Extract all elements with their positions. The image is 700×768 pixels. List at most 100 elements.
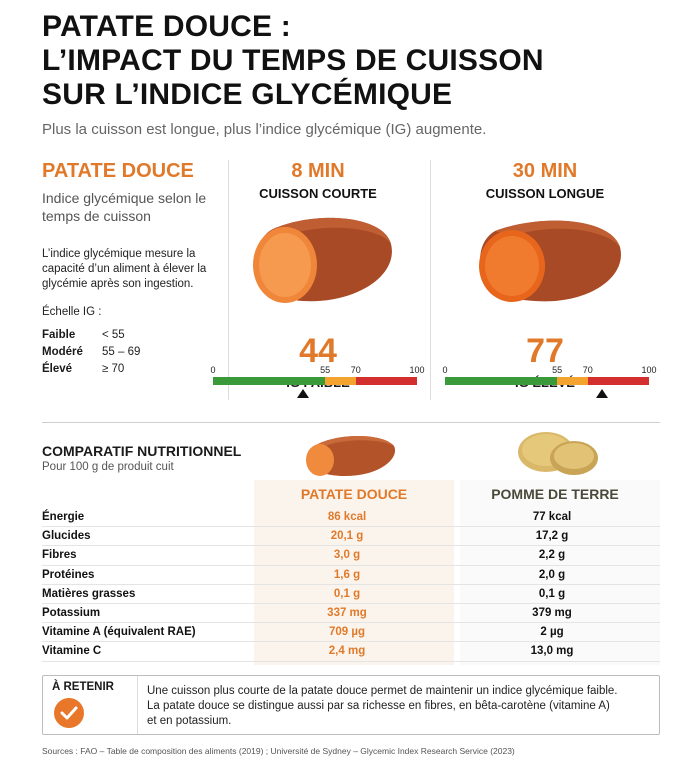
page-subtitle: Plus la cuisson est longue, plus l’indic… bbox=[42, 121, 487, 138]
column-sweet-potato: PATATE DOUCE bbox=[300, 486, 408, 502]
scale-label: Élevé bbox=[42, 363, 73, 375]
table-row: Vitamine A (équivalent RAE) 709 µg 2 µg bbox=[42, 623, 660, 643]
table-row: Potassium 337 mg 379 mg bbox=[42, 604, 660, 624]
gauge-high-segment bbox=[587, 377, 649, 385]
scale-row-mid: Modéré 55 – 69 bbox=[42, 345, 212, 360]
nutrient-name: Glucides bbox=[42, 530, 91, 543]
nutrition-table: Énergie 86 kcal 77 kcal Glucides 20,1 g 17,2… bbox=[42, 508, 660, 662]
potato-image bbox=[518, 432, 598, 475]
sweet-potato-image bbox=[306, 435, 396, 476]
scale-value: ≥ 70 bbox=[102, 363, 125, 375]
column-background bbox=[254, 480, 454, 665]
nutrient-name: Potassium bbox=[42, 606, 101, 619]
long-ig-value: 77 bbox=[526, 332, 564, 370]
sweet-potato-short-image bbox=[253, 217, 392, 303]
gauge-low-segment bbox=[213, 377, 326, 385]
takeaway-line: Une cuisson plus courte de la patate dou… bbox=[147, 685, 618, 697]
scale-label: Modéré bbox=[42, 346, 83, 358]
takeaway-line: et en potassium. bbox=[147, 715, 232, 727]
sweet-potato-value: 2,4 mg bbox=[328, 645, 366, 658]
scale-value: 55 – 69 bbox=[102, 346, 141, 358]
gauge-tick: 0 bbox=[442, 365, 448, 375]
scale-title: Échelle IG : bbox=[42, 306, 102, 318]
table-row: Énergie 86 kcal 77 kcal bbox=[42, 508, 660, 528]
potato-value: 379 mg bbox=[532, 606, 572, 619]
gauge-tick: 55 bbox=[320, 365, 331, 375]
intro-description: L’indice glycémique mesure la capacité d… bbox=[42, 248, 207, 290]
gauge-marker-icon bbox=[596, 389, 609, 398]
nutrient-name: Vitamine A (équivalent RAE) bbox=[42, 626, 196, 639]
potato-value: 13,0 mg bbox=[530, 645, 574, 658]
ig-intro: PATATE DOUCE Indice glycémique selon le … bbox=[42, 160, 212, 377]
sweet-potato-long-image bbox=[479, 220, 621, 302]
divider bbox=[228, 160, 229, 400]
long-cooking-panel: 30 MIN CUISSON LONGUE 77 IG ÉLEVÉ bbox=[430, 160, 660, 390]
sweet-potato-value: 1,6 g bbox=[333, 568, 361, 581]
short-ig-value: 44 bbox=[299, 332, 337, 370]
table-row: Fibres 3,0 g 2,2 g bbox=[42, 546, 660, 566]
ig-gauge-long: 0 55 70 100 bbox=[442, 365, 657, 405]
gauge-low-segment bbox=[445, 377, 558, 385]
gauge-tick: 100 bbox=[641, 365, 657, 375]
gauge-tick: 70 bbox=[582, 365, 593, 375]
gauge-mid-segment bbox=[325, 377, 356, 385]
short-cooking-panel: 8 MIN CUISSON COURTE 44 IG FAIBLE bbox=[203, 160, 433, 390]
gauge-tick: 55 bbox=[552, 365, 563, 375]
sweet-potato-value: 3,0 g bbox=[333, 549, 361, 562]
check-icon bbox=[54, 698, 84, 728]
long-kind: CUISSON LONGUE bbox=[485, 186, 605, 201]
takeaway-text: Une cuisson plus courte de la patate dou… bbox=[147, 684, 647, 729]
section-divider bbox=[42, 422, 660, 423]
potato-value: 77 kcal bbox=[532, 511, 572, 523]
takeaway-title: À RETENIR bbox=[52, 681, 114, 693]
table-row: Matières grasses 0,1 g 0,1 g bbox=[42, 585, 660, 604]
scale-row-low: Faible < 55 bbox=[42, 328, 212, 343]
divider bbox=[430, 160, 431, 400]
nutrient-name: Protéines bbox=[42, 568, 95, 581]
long-time: 30 MIN bbox=[512, 160, 578, 182]
column-potato: POMME DE TERRE bbox=[491, 486, 619, 502]
table-row: Protéines 1,6 g 2,0 g bbox=[42, 566, 660, 585]
scale-row-high: Élevé ≥ 70 bbox=[42, 362, 212, 377]
column-background bbox=[460, 480, 660, 665]
potato-value: 2,2 g bbox=[538, 549, 566, 562]
gauge-tick: 0 bbox=[210, 365, 216, 375]
short-kind: CUISSON COURTE bbox=[259, 186, 377, 201]
gauge-marker-icon bbox=[296, 389, 309, 398]
sweet-potato-value: 0,1 g bbox=[333, 587, 361, 600]
short-time: 8 MIN bbox=[291, 160, 345, 182]
gauge-bar bbox=[445, 377, 649, 385]
nutrient-name: Énergie bbox=[42, 511, 85, 523]
gauge-mid-segment bbox=[557, 377, 588, 385]
comparison-title: COMPARATIF NUTRITIONNEL bbox=[42, 443, 242, 459]
gauge-high-segment bbox=[355, 377, 417, 385]
takeaway-box: À RETENIR Une cuisson plus courte de la … bbox=[42, 675, 660, 735]
potato-value: 2 µg bbox=[540, 626, 564, 639]
sweet-potato-value: 337 mg bbox=[327, 606, 367, 619]
gauge-tick: 100 bbox=[409, 365, 425, 375]
page-title: PATATE DOUCE : L’IMPACT DU TEMPS DE CUIS… bbox=[42, 10, 682, 112]
nutrient-name: Vitamine C bbox=[42, 645, 102, 658]
nutrient-name: Fibres bbox=[42, 549, 77, 562]
title-line-1: PATATE DOUCE : bbox=[42, 10, 291, 43]
potato-value: 0,1 g bbox=[538, 587, 566, 600]
divider bbox=[137, 676, 138, 734]
sweet-potato-value: 20,1 g bbox=[330, 530, 364, 543]
title-line-2: L’IMPACT DU TEMPS DE CUISSON bbox=[42, 44, 544, 77]
table-row: Glucides 20,1 g 17,2 g bbox=[42, 527, 660, 547]
sweet-potato-value: 86 kcal bbox=[327, 511, 367, 523]
gauge-tick: 70 bbox=[350, 365, 361, 375]
title-line-3: SUR L’INDICE GLYCÉMIQUE bbox=[42, 78, 453, 111]
scale-label: Faible bbox=[42, 329, 76, 341]
sweet-potato-value: 709 µg bbox=[328, 626, 366, 639]
gauge-bar bbox=[213, 377, 417, 385]
ig-gauge-short: 0 55 70 100 bbox=[210, 365, 425, 405]
scale-value: < 55 bbox=[102, 329, 125, 341]
takeaway-line: La patate douce se distingue aussi par s… bbox=[147, 700, 610, 712]
comparison-subtitle: Pour 100 g de produit cuit bbox=[42, 461, 174, 473]
sources: Sources : FAO – Table de composition des… bbox=[42, 746, 515, 756]
intro-subheading: Indice glycémique selon le temps de cuis… bbox=[42, 190, 207, 224]
potato-value: 2,0 g bbox=[538, 568, 566, 581]
nutrient-name: Matières grasses bbox=[42, 587, 136, 600]
intro-heading: PATATE DOUCE bbox=[42, 160, 194, 182]
